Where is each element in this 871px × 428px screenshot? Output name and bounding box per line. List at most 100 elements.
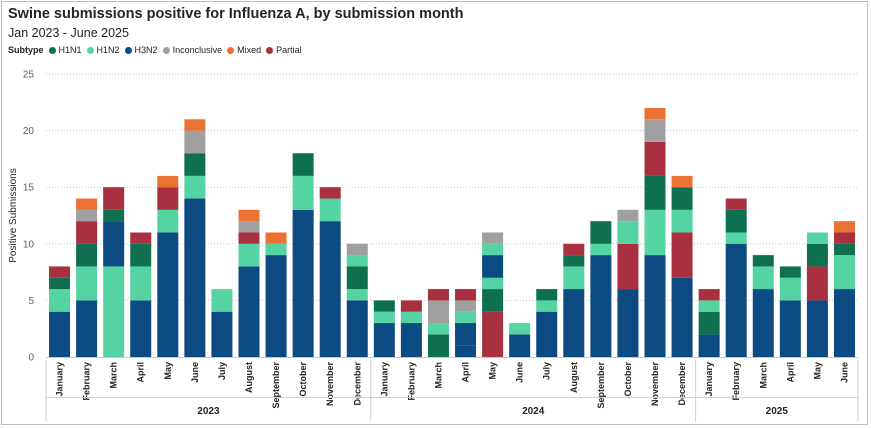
legend-item-inconclusive[interactable]: Inconclusive [162, 45, 222, 55]
bar-segment-h3n2[interactable] [482, 255, 504, 278]
bar-segment-h1n2[interactable] [617, 221, 639, 244]
bar-segment-h3n2[interactable] [346, 300, 368, 357]
bar-segment-partial[interactable] [563, 243, 585, 256]
bar-segment-h1n1[interactable] [427, 334, 449, 357]
bar-segment-inconclusive[interactable] [76, 209, 98, 222]
bar-segment-h1n2[interactable] [373, 311, 395, 324]
bar-segment-partial[interactable] [427, 289, 449, 301]
bar-segment-h3n2[interactable] [644, 255, 666, 357]
bar-segment-partial[interactable] [833, 232, 855, 244]
bar-segment-h1n1[interactable] [752, 255, 774, 267]
bar-segment-h3n2[interactable] [563, 289, 585, 357]
bar-segment-partial[interactable] [671, 232, 693, 278]
bar-segment-h3n2[interactable] [184, 198, 206, 357]
bar-segment-h1n2[interactable] [319, 198, 341, 222]
bar-segment-h1n2[interactable] [725, 232, 747, 244]
bar-segment-h1n2[interactable] [536, 300, 558, 312]
bar-segment-mixed[interactable] [671, 175, 693, 188]
bar-segment-h3n2[interactable] [509, 334, 531, 357]
bar-segment-mixed[interactable] [157, 175, 179, 188]
bar-segment-h1n2[interactable] [346, 289, 368, 301]
bar-segment-h1n1[interactable] [184, 153, 206, 176]
bar-segment-h1n2[interactable] [698, 300, 720, 312]
bar-segment-h3n2[interactable] [806, 300, 828, 357]
bar-segment-partial[interactable] [644, 141, 666, 176]
bar-segment-h1n2[interactable] [346, 255, 368, 267]
bar-segment-h1n1[interactable] [49, 277, 71, 290]
legend-item-h3n2[interactable]: H3N2 [124, 45, 158, 55]
bar-segment-h1n1[interactable] [130, 243, 152, 267]
bar-segment-h1n1[interactable] [373, 300, 395, 312]
bar-segment-h1n1[interactable] [76, 243, 98, 267]
bar-segment-partial[interactable] [49, 266, 71, 278]
bar-segment-h1n2[interactable] [211, 289, 233, 312]
bar-segment-h3n2[interactable] [590, 255, 612, 357]
bar-segment-h3n2[interactable] [725, 243, 747, 357]
bar-segment-h1n2[interactable] [590, 243, 612, 256]
bar-segment-h1n2[interactable] [455, 311, 477, 324]
bar-segment-partial[interactable] [400, 300, 422, 312]
bar-segment-inconclusive[interactable] [427, 300, 449, 324]
bar-segment-partial[interactable] [698, 289, 720, 301]
bar-segment-inconclusive[interactable] [617, 209, 639, 222]
bar-segment-h1n2[interactable] [238, 243, 260, 267]
bar-segment-h1n2[interactable] [482, 243, 504, 256]
bar-segment-h3n2[interactable] [265, 255, 287, 357]
bar-segment-h3n2[interactable] [103, 221, 125, 267]
bar-segment-mixed[interactable] [238, 209, 260, 222]
bar-segment-h3n2[interactable] [455, 345, 477, 357]
bar-segment-inconclusive[interactable] [455, 300, 477, 312]
bar-segment-h1n1[interactable] [806, 243, 828, 267]
bar-segment-partial[interactable] [238, 232, 260, 244]
bar-segment-h3n2[interactable] [752, 289, 774, 357]
bar-segment-mixed[interactable] [265, 232, 287, 244]
bar-segment-partial[interactable] [130, 232, 152, 244]
bar-segment-h3n2[interactable] [292, 209, 314, 357]
bar-segment-h3n2[interactable] [617, 289, 639, 357]
bar-segment-h1n2[interactable] [752, 266, 774, 290]
bar-segment-h1n2[interactable] [292, 175, 314, 210]
bar-segment-h1n1[interactable] [833, 243, 855, 256]
bar-segment-h1n2[interactable] [427, 323, 449, 335]
bar-segment-h1n2[interactable] [103, 266, 125, 357]
bar-segment-h1n1[interactable] [292, 153, 314, 176]
bar-segment-h1n2[interactable] [671, 209, 693, 233]
bar-segment-h3n2[interactable] [49, 311, 71, 357]
bar-segment-h1n1[interactable] [590, 221, 612, 244]
bar-segment-h3n2[interactable] [238, 266, 260, 357]
bar-segment-h3n2[interactable] [400, 323, 422, 357]
bar-segment-h1n2[interactable] [833, 255, 855, 290]
bar-segment-h3n2[interactable] [319, 221, 341, 357]
bar-segment-partial[interactable] [103, 187, 125, 210]
bar-segment-partial[interactable] [482, 311, 504, 357]
bar-segment-h1n1[interactable] [482, 289, 504, 312]
bar-segment-h1n1[interactable] [536, 289, 558, 301]
legend-item-mixed[interactable]: Mixed [227, 45, 261, 55]
bar-segment-h3n2[interactable] [130, 300, 152, 357]
bar-segment-mixed[interactable] [76, 198, 98, 210]
bar-segment-partial[interactable] [806, 266, 828, 301]
bar-segment-h1n2[interactable] [130, 266, 152, 301]
bar-segment-inconclusive[interactable] [184, 130, 206, 154]
bar-segment-inconclusive[interactable] [482, 232, 504, 244]
bar-segment-h1n2[interactable] [184, 175, 206, 199]
bar-segment-h1n2[interactable] [563, 266, 585, 290]
bar-segment-h1n2[interactable] [779, 277, 801, 301]
bar-segment-partial[interactable] [76, 221, 98, 244]
bar-segment-h3n2[interactable] [373, 323, 395, 357]
bar-segment-h1n2[interactable] [806, 232, 828, 244]
bar-segment-h1n2[interactable] [157, 209, 179, 233]
bar-segment-h1n2[interactable] [644, 209, 666, 256]
bar-segment-partial[interactable] [455, 289, 477, 301]
bar-segment-h1n2[interactable] [482, 277, 504, 290]
bar-segment-h3n2[interactable] [779, 300, 801, 357]
legend-item-h1n1[interactable]: H1N1 [48, 45, 82, 55]
bar-segment-h1n1[interactable] [779, 266, 801, 278]
bar-segment-h1n2[interactable] [265, 243, 287, 256]
bar-segment-inconclusive[interactable] [346, 243, 368, 256]
bar-segment-h1n2[interactable] [76, 266, 98, 301]
bar-segment-mixed[interactable] [644, 107, 666, 120]
bar-segment-h3n2[interactable] [455, 323, 477, 346]
bar-segment-h3n2[interactable] [157, 232, 179, 357]
bar-segment-h1n1[interactable] [698, 311, 720, 335]
